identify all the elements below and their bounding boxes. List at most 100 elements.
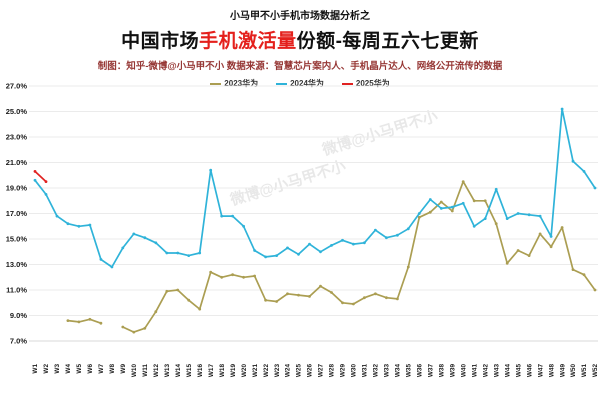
data-point	[428, 198, 432, 201]
data-point	[264, 255, 267, 259]
svg-text:W23: W23	[274, 364, 281, 378]
title-prefix: 中国市场	[121, 31, 200, 52]
data-point	[385, 236, 388, 240]
data-point	[330, 291, 333, 294]
data-point	[132, 330, 136, 334]
data-point	[461, 201, 465, 205]
data-point	[516, 212, 520, 215]
svg-text:W10: W10	[131, 364, 138, 378]
data-point	[406, 227, 410, 231]
data-point	[44, 193, 48, 196]
data-point	[110, 265, 114, 269]
svg-text:W1: W1	[32, 364, 39, 374]
svg-text:W5: W5	[76, 364, 83, 374]
data-point	[483, 199, 487, 203]
data-point	[286, 292, 289, 296]
data-point	[516, 249, 520, 252]
svg-text:W38: W38	[438, 364, 445, 378]
data-point	[505, 217, 509, 221]
chart-subtitle: 制图：知乎-微博@小马甲不小 数据来源：智慧芯片案内人、手机晶片达人、网络公开流…	[97, 61, 503, 72]
activation-share-line-chart: 7.0% 9.0% 11.0% 13.0% 15.0% 17.0% 19.0% 21.0% 23…	[6, 82, 599, 378]
data-point	[242, 275, 246, 279]
data-point	[77, 320, 81, 324]
svg-text:W28: W28	[329, 364, 336, 378]
data-point	[571, 159, 575, 163]
data-point	[220, 214, 224, 218]
chart-legend: 2023华为 2024华为 2025华为	[0, 78, 600, 89]
data-point	[209, 168, 213, 172]
data-point	[396, 233, 399, 237]
data-point	[472, 199, 476, 203]
data-point	[220, 275, 224, 279]
svg-text:W17: W17	[208, 364, 215, 378]
svg-text:13.0%: 13.0%	[6, 260, 28, 269]
data-point	[77, 224, 81, 228]
title-highlight: 手机激活量	[199, 31, 297, 52]
svg-text:9.0%: 9.0%	[10, 311, 27, 320]
data-point	[55, 214, 59, 218]
svg-text:W15: W15	[186, 364, 193, 378]
page-title: 中国市场手机激活量份额-每周五六七更新	[0, 26, 600, 53]
data-point	[33, 170, 37, 173]
data-point	[253, 274, 256, 278]
data-point	[450, 205, 454, 209]
svg-text:W25: W25	[296, 364, 303, 378]
legend-item-1: 2024华为	[276, 78, 324, 89]
svg-text:19.0%: 19.0%	[6, 184, 28, 193]
data-point	[549, 235, 553, 238]
svg-text:W20: W20	[241, 364, 248, 378]
svg-text:15.0%: 15.0%	[6, 235, 28, 244]
legend-label: 2023华为	[224, 79, 259, 88]
svg-text:17.0%: 17.0%	[6, 209, 28, 218]
svg-text:W31: W31	[362, 364, 369, 378]
svg-text:W45: W45	[515, 364, 522, 378]
data-point	[231, 214, 235, 218]
gridlines	[29, 85, 598, 342]
svg-text:23.0%: 23.0%	[6, 133, 28, 142]
svg-text:21.0%: 21.0%	[6, 158, 28, 167]
svg-text:W16: W16	[197, 364, 204, 378]
data-point	[374, 228, 377, 232]
super-title: 小马甲不小手机市场数据分析之	[230, 11, 370, 22]
svg-text:W14: W14	[175, 364, 182, 378]
data-point	[363, 296, 366, 300]
svg-text:25.0%: 25.0%	[6, 107, 28, 116]
svg-text:W47: W47	[537, 364, 544, 378]
svg-text:W44: W44	[504, 364, 511, 378]
svg-text:W42: W42	[482, 364, 489, 378]
data-point	[417, 212, 421, 215]
data-point	[527, 254, 531, 257]
data-point	[264, 298, 267, 302]
svg-text:W26: W26	[307, 364, 314, 378]
legend-item-0: 2023华为	[210, 78, 258, 89]
data-point	[341, 301, 344, 305]
svg-text:W4: W4	[65, 364, 72, 374]
data-point	[88, 317, 92, 321]
data-point	[483, 217, 487, 221]
legend-dash-icon	[341, 82, 353, 85]
series-line-0	[66, 180, 597, 334]
svg-text:W35: W35	[406, 364, 413, 378]
svg-text:W2: W2	[43, 364, 50, 374]
data-point	[494, 187, 498, 191]
data-point	[582, 170, 586, 173]
chart-header: 小马甲不小手机市场数据分析之 中国市场手机激活量份额-每周五六七更新 制图：知乎…	[0, 0, 600, 89]
data-point	[428, 210, 432, 214]
svg-text:7.0%: 7.0%	[10, 337, 27, 346]
data-point	[472, 224, 476, 228]
data-point	[242, 224, 246, 228]
data-point	[341, 238, 344, 242]
data-point	[33, 178, 37, 182]
data-point	[417, 215, 421, 219]
svg-text:W51: W51	[581, 364, 588, 378]
svg-text:27.0%: 27.0%	[6, 82, 28, 91]
data-point	[450, 209, 454, 213]
svg-text:W18: W18	[219, 364, 226, 378]
data-point	[406, 265, 410, 269]
svg-text:W33: W33	[384, 364, 391, 378]
svg-text:W32: W32	[373, 364, 380, 378]
data-point	[143, 236, 147, 240]
svg-text:W22: W22	[263, 364, 270, 378]
svg-text:11.0%: 11.0%	[6, 286, 27, 295]
